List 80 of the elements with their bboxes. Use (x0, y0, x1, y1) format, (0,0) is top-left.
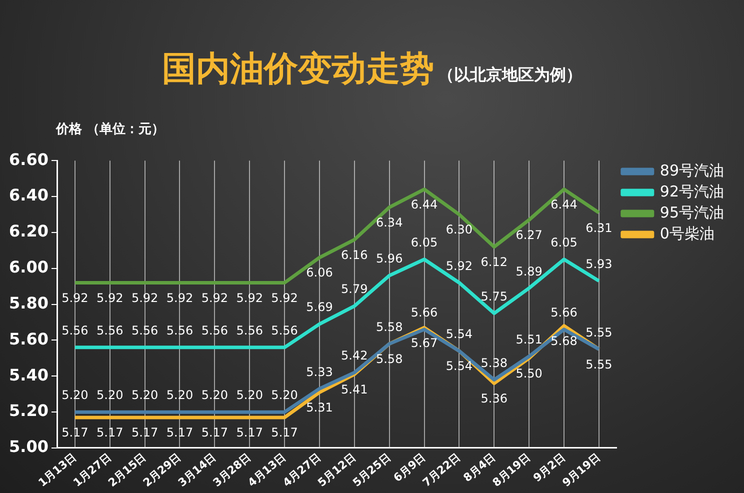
data-label: 5.56 (271, 324, 298, 338)
data-label: 5.79 (341, 282, 368, 296)
legend-label: 95号汽油 (660, 203, 724, 222)
data-label: 6.30 (446, 222, 473, 237)
data-label: 5.56 (131, 324, 158, 338)
data-label: 5.56 (96, 324, 124, 338)
data-label: 5.41 (341, 382, 368, 396)
y-tick-label: 5.40 (8, 365, 48, 384)
data-label: 5.20 (131, 388, 158, 402)
data-label: 5.36 (480, 391, 508, 406)
data-label: 5.92 (271, 290, 298, 305)
legend-label: 89号汽油 (660, 161, 724, 180)
data-label: 5.54 (446, 359, 473, 374)
y-tick-label: 5.20 (8, 401, 48, 420)
data-label: 5.55 (586, 357, 612, 372)
data-label: 6.16 (341, 248, 368, 262)
data-label: 5.17 (131, 426, 158, 440)
data-label: 5.93 (586, 257, 612, 272)
data-label: 5.31 (306, 400, 333, 414)
y-tick-label: 6.40 (8, 186, 48, 205)
y-axis-title: 价格 （单位：元） (56, 121, 165, 138)
data-label: 5.68 (550, 334, 578, 348)
data-label: 5.51 (516, 332, 542, 347)
data-label: 5.56 (166, 324, 194, 338)
data-label: 5.50 (516, 366, 542, 380)
data-label: 5.58 (376, 352, 403, 366)
data-label: 5.92 (62, 290, 88, 305)
data-label: 5.56 (62, 324, 88, 338)
data-label: 5.54 (446, 327, 473, 342)
data-label: 5.92 (131, 290, 158, 305)
y-tick-label: 5.60 (8, 329, 48, 348)
data-label: 5.42 (341, 348, 368, 363)
data-label: 5.20 (236, 388, 263, 402)
data-label: 6.31 (586, 220, 612, 235)
data-label: 6.05 (550, 236, 578, 250)
data-label: 5.92 (446, 258, 473, 273)
data-label: 5.75 (480, 289, 508, 304)
data-label: 5.20 (96, 388, 124, 402)
data-label: 5.92 (166, 290, 194, 305)
data-label: 6.44 (410, 197, 438, 212)
data-label: 6.27 (516, 228, 542, 242)
data-label: 5.17 (236, 426, 263, 440)
data-label: 5.56 (236, 324, 263, 338)
data-label: 5.20 (271, 388, 298, 402)
legend-label: 0号柴油 (660, 224, 714, 242)
data-label: 6.44 (550, 197, 578, 212)
data-label: 5.17 (62, 426, 88, 440)
legend-label: 92号汽油 (660, 182, 724, 200)
data-label: 5.89 (516, 264, 542, 278)
data-label: 5.20 (62, 388, 88, 402)
data-label: 5.66 (550, 306, 578, 320)
data-label: 6.34 (376, 215, 403, 230)
data-label: 5.55 (586, 325, 612, 340)
y-tick-label: 6.20 (8, 222, 48, 241)
y-tick-label: 6.60 (8, 150, 48, 169)
data-label: 5.17 (166, 426, 194, 440)
y-tick-label: 6.00 (8, 258, 48, 277)
data-label: 5.17 (201, 426, 228, 440)
data-label: 5.66 (410, 306, 438, 320)
data-label: 5.38 (480, 356, 508, 370)
chart-title: 国内油价变动走势 (162, 49, 434, 89)
data-label: 5.58 (376, 320, 403, 334)
data-label: 5.20 (201, 388, 228, 402)
data-label: 5.20 (166, 388, 194, 402)
data-label: 5.67 (410, 336, 438, 350)
y-tick-label: 5.00 (8, 437, 48, 456)
y-tick-label: 5.80 (8, 293, 48, 312)
data-label: 6.06 (306, 266, 333, 280)
data-label: 5.17 (96, 426, 124, 440)
data-label: 5.17 (271, 426, 298, 440)
data-label: 5.96 (376, 252, 403, 266)
data-label: 5.69 (306, 300, 333, 314)
chart-subtitle: （以北京地区为例） (438, 65, 582, 84)
data-label: 5.92 (201, 290, 228, 305)
data-label: 5.56 (201, 324, 228, 338)
data-label: 6.12 (480, 254, 508, 269)
data-label: 5.33 (306, 364, 333, 379)
data-label: 6.05 (410, 236, 438, 250)
data-label: 5.92 (236, 290, 263, 305)
data-label: 5.92 (96, 290, 124, 305)
